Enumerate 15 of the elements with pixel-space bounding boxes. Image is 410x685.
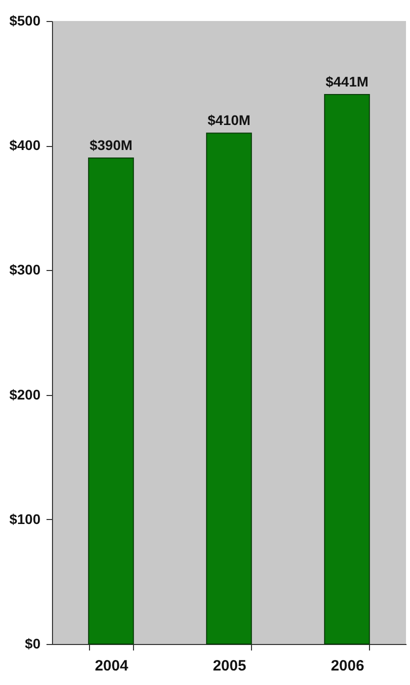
- bar: [324, 94, 370, 644]
- y-tick-label: $300: [9, 262, 41, 278]
- y-tick-label: $100: [9, 510, 41, 527]
- y-tick-label: $400: [9, 137, 41, 154]
- data-label: $441M: [326, 74, 368, 90]
- y-tick-label: $500: [9, 12, 41, 28]
- x-tick-label: 2006: [330, 658, 364, 674]
- bar: [206, 132, 252, 644]
- y-tick-label: $200: [9, 386, 41, 402]
- data-label: $410M: [208, 112, 250, 128]
- bar: [88, 158, 134, 644]
- x-tick-label: 2005: [212, 658, 246, 674]
- data-label: $390M: [90, 137, 132, 154]
- y-tick-label: $0: [24, 636, 41, 652]
- x-tick-label: 2004: [94, 658, 129, 674]
